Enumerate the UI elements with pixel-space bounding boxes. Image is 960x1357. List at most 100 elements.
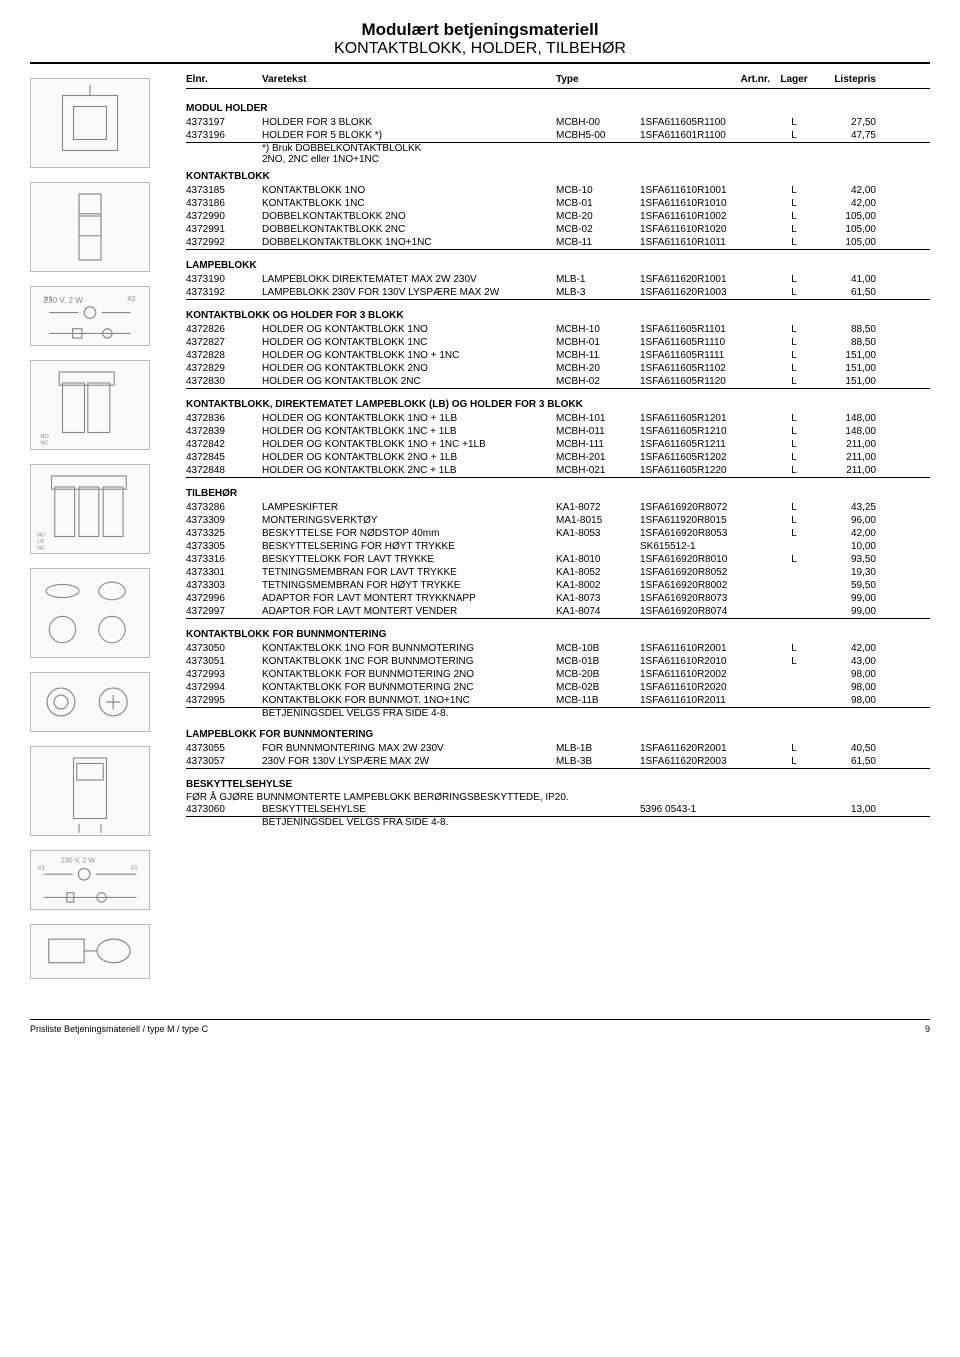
cell-lager: L (774, 554, 814, 565)
product-thumb (30, 182, 150, 272)
cell-art: 1SFA611605R1111 (640, 350, 770, 361)
cell-art: 1SFA611605R1202 (640, 452, 770, 463)
cell-lager: L (774, 465, 814, 476)
cell-text: HOLDER FOR 3 BLOKK (262, 117, 552, 128)
table-row: 4372990DOBBELKONTAKTBLOKK 2NOMCB-201SFA6… (186, 210, 930, 223)
cell-text: KONTAKTBLOKK FOR BUNNMOTERING 2NC (262, 682, 552, 693)
cell-elnr: 4372990 (186, 211, 258, 222)
cell-elnr: 4373185 (186, 185, 258, 196)
table-row: 4373055FOR BUNNMONTERING MAX 2W 230VMLB-… (186, 742, 930, 755)
cell-text: DOBBELKONTAKTBLOKK 1NO+1NC (262, 237, 552, 248)
svg-text:X2: X2 (131, 866, 138, 872)
cell-elnr: 4373190 (186, 274, 258, 285)
table-row: 4373190 LAMPEBLOKK DIREKTEMATET MAX 2W 23… (186, 273, 930, 286)
cell-text: LAMPEBLOKK DIREKTEMATET MAX 2W 230V (262, 274, 552, 285)
cell-lager: L (774, 452, 814, 463)
cell-art: 1SFA611605R1100 (640, 117, 770, 128)
cell-elnr: 4372842 (186, 439, 258, 450)
cell-art: 1SFA611605R1210 (640, 426, 770, 437)
cell-elnr: 4372827 (186, 337, 258, 348)
footer-left: Prisliste Betjeningsmateriell / type M /… (30, 1024, 208, 1034)
cell-text: DOBBELKONTAKTBLOKK 2NC (262, 224, 552, 235)
footer-page-number: 9 (925, 1024, 930, 1034)
col-header-lager: Lager (774, 74, 814, 85)
cell-text: HOLDER OG KONTAKTBLOKK 1NO + 1NC +1LB (262, 439, 552, 450)
cell-lager: L (774, 350, 814, 361)
cell-elnr: 4373197 (186, 117, 258, 128)
cell-elnr: 4372828 (186, 350, 258, 361)
cell-price: 27,50 (818, 117, 876, 128)
cell-type: MA1-8015 (556, 515, 636, 526)
cell-text: MONTERINGSVERKTØY (262, 515, 552, 526)
cell-price: 47,75 (818, 130, 876, 141)
cell-elnr: 4372839 (186, 426, 258, 437)
cell-type: MCBH5-00 (556, 130, 636, 141)
cell-art: 1SFA611605R1102 (640, 363, 770, 374)
cell-price: 211,00 (818, 452, 876, 463)
col-header-type: Type (556, 74, 636, 85)
cell-text: ADAPTOR FOR LAVT MONTERT VENDER (262, 606, 552, 617)
svg-text:NO: NO (41, 434, 50, 440)
table-row: 4372991DOBBELKONTAKTBLOKK 2NCMCB-021SFA6… (186, 223, 930, 236)
col-header-text: Varetekst (262, 74, 552, 85)
cell-type: KA1-8053 (556, 528, 636, 539)
table-row: 4372997ADAPTOR FOR LAVT MONTERT VENDERKA… (186, 605, 930, 619)
cell-lager: L (774, 756, 814, 767)
cell-price: 151,00 (818, 350, 876, 361)
cell-lager: L (774, 656, 814, 667)
cell-lager: L (774, 376, 814, 387)
cell-price: 98,00 (818, 669, 876, 680)
cell-elnr: 4373303 (186, 580, 258, 591)
cell-art: 1SFA616920R8073 (640, 593, 770, 604)
cell-type: KA1-8002 (556, 580, 636, 591)
svg-text:230 V, 2 W: 230 V, 2 W (61, 858, 95, 865)
cell-elnr: 4373301 (186, 567, 258, 578)
table-header-row: Elnr. Varetekst Type Art.nr. Lager Liste… (186, 74, 930, 89)
cell-elnr: 4373055 (186, 743, 258, 754)
cell-type: MCB-11B (556, 695, 636, 706)
cell-elnr: 4373305 (186, 541, 258, 552)
cell-lager: L (774, 502, 814, 513)
cell-lager: L (774, 211, 814, 222)
cell-art: 1SFA611605R1201 (640, 413, 770, 424)
col-header-price: Listepris (818, 74, 876, 85)
table-row: 4373305BESKYTTELSERING FOR HØYT TRYKKESK… (186, 540, 930, 553)
cell-price: 96,00 (818, 515, 876, 526)
svg-text:LB: LB (37, 539, 44, 545)
cell-text: ADAPTOR FOR LAVT MONTERT TRYKKNAPP (262, 593, 552, 604)
header-rule (30, 62, 930, 64)
cell-type: MCBH-201 (556, 452, 636, 463)
cell-type: KA1-8010 (556, 554, 636, 565)
cell-text: LAMPESKIFTER (262, 502, 552, 513)
cell-lager: L (774, 198, 814, 209)
footer: Prisliste Betjeningsmateriell / type M /… (30, 1019, 930, 1034)
cell-elnr: 4372836 (186, 413, 258, 424)
section-note: BETJENINGSDEL VELGS FRA SIDE 4-8. (186, 817, 930, 828)
cell-type: MCBH-11 (556, 350, 636, 361)
cell-elnr: 4373057 (186, 756, 258, 767)
cell-text: HOLDER OG KONTAKTBLOK 2NC (262, 376, 552, 387)
cell-lager: L (774, 337, 814, 348)
cell-price: 42,00 (818, 528, 876, 539)
cell-price: 93,50 (818, 554, 876, 565)
content: 230 V, 2 WX1X2 NONC NOLBNC 230 V, 2 WX1X… (30, 74, 930, 979)
cell-price: 98,00 (818, 682, 876, 693)
cell-text: BESKYTTELSERING FOR HØYT TRYKKE (262, 541, 552, 552)
cell-art: 1SFA616920R8074 (640, 606, 770, 617)
section-title: KONTAKTBLOKK (186, 165, 930, 184)
cell-elnr: 4373196 (186, 130, 258, 141)
cell-type: MCBH-20 (556, 363, 636, 374)
cell-elnr: 4372992 (186, 237, 258, 248)
table-row: 4373325BESKYTTELSE FOR NØDSTOP 40mmKA1-8… (186, 527, 930, 540)
cell-art: 1SFA611610R2002 (640, 669, 770, 680)
table-row: 4372845HOLDER OG KONTAKTBLOKK 2NO + 1LBM… (186, 451, 930, 464)
cell-price: 61,50 (818, 756, 876, 767)
cell-art: 1SFA611605R1101 (640, 324, 770, 335)
product-thumb (30, 746, 150, 836)
cell-text: HOLDER OG KONTAKTBLOKK 2NO (262, 363, 552, 374)
cell-lager: L (774, 426, 814, 437)
cell-lager: L (774, 274, 814, 285)
cell-text: LAMPEBLOKK 230V FOR 130V LYSPÆRE MAX 2W (262, 287, 552, 298)
cell-type: MCBH-02 (556, 376, 636, 387)
cell-price: 10,00 (818, 541, 876, 552)
